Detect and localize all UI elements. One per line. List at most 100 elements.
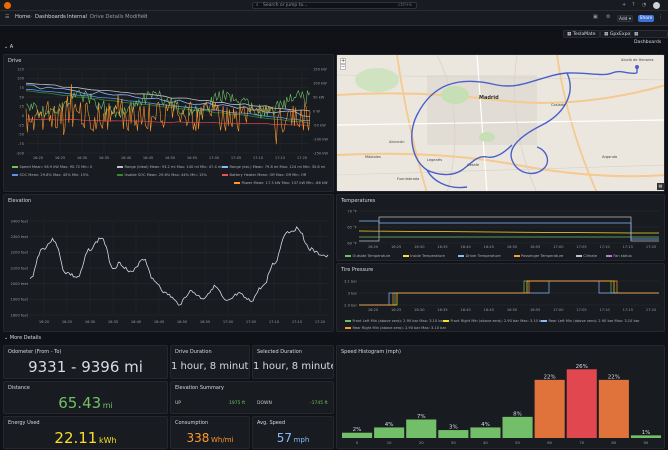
drive-x-tick: 17:10 bbox=[253, 156, 264, 160]
share-button[interactable]: Share bbox=[638, 15, 654, 22]
row-title-more: More Details bbox=[9, 335, 42, 341]
series-front-left bbox=[359, 280, 659, 306]
temperatures-x-tick: 16:50 bbox=[507, 245, 518, 249]
temperatures-legend-item[interactable]: Outside Temperature bbox=[345, 254, 390, 258]
series-driver-temp bbox=[359, 220, 659, 240]
elevation-x-ticks: 16:20 16:25 16:30 16:35 16:40 16:45 16:50 16:55… bbox=[39, 320, 326, 324]
add-button[interactable]: Add ▾ bbox=[617, 15, 633, 22]
row-header-more[interactable]: ⌄ More Details bbox=[4, 335, 42, 341]
drive-y-right-tick: 0 W bbox=[313, 109, 320, 113]
drive-chart[interactable]: 125 100 75 50 25 0 -25 -50 -75 -100 150 kW 100 kW 5… bbox=[4, 55, 334, 192]
elevation-x-tick: 17:15 bbox=[292, 320, 302, 324]
temperatures-x-tick: 16:30 bbox=[414, 245, 425, 249]
temperatures-legend-item[interactable]: Inside Temperature bbox=[402, 254, 445, 258]
legend-label: Front Right Min (above zero): 2.90 bar M… bbox=[450, 319, 546, 323]
tire-pressure-legend-item[interactable]: Front Right Min (above zero): 2.90 bar M… bbox=[443, 319, 545, 323]
elevation-y-tick: 2000 feet bbox=[11, 282, 29, 286]
series-power bbox=[25, 83, 311, 145]
speed-histogram-chart[interactable]: 2% 0 4% 10 7% 20 3% 30 4% 40 8% 50 22% 60 26% 70 22% 80 1%… bbox=[337, 346, 665, 449]
histogram-bar-label: 26% bbox=[576, 364, 588, 370]
more-icon[interactable]: ⋮ bbox=[658, 14, 663, 20]
breadcrumb-home[interactable]: Home bbox=[15, 14, 31, 20]
histogram-bar-label: 1% bbox=[642, 430, 651, 436]
temperatures-legend-item[interactable]: Passenger Temperature bbox=[513, 254, 563, 258]
histogram-bar[interactable] bbox=[438, 430, 469, 438]
save-icon[interactable]: ▣ bbox=[593, 14, 598, 20]
tire-pressure-legend-item[interactable]: Rear Left Min (above zero): 2.90 bar Max… bbox=[541, 319, 639, 323]
tire-pressure-legend-item[interactable]: Front Left Min (above zero): 2.90 bar Ma… bbox=[345, 319, 444, 323]
odometer-value: 9331 - 9396 mi bbox=[28, 358, 143, 376]
tire-pressure-legend-item[interactable]: Rear Right Min (above zero): 2.90 bar Ma… bbox=[345, 326, 446, 330]
drive-y-right-ticks: 150 kW 100 kW 50 kW 0 W -50 kW -100 kW -150 kW bbox=[313, 67, 328, 155]
legend-label: Inside Temperature bbox=[410, 254, 445, 258]
histogram-bar[interactable] bbox=[534, 379, 565, 438]
elevation-y-tick: 2100 feet bbox=[11, 266, 29, 270]
tire-pressure-chart[interactable]: 3.1 bar 3 bar 2.9 bar 16:20 16:25 16:30 16:35… bbox=[337, 264, 665, 332]
drive-legend-item[interactable]: SOC Mean: 29.8% Max: 45% Min: 15% bbox=[12, 173, 89, 177]
elevation-x-tick: 16:55 bbox=[200, 320, 210, 324]
histogram-bar[interactable] bbox=[470, 427, 501, 438]
drive-panel: Drive 125 100 75 50 25 0 -25 -50 -75 -100 150 kW 1… bbox=[3, 54, 334, 192]
temperatures-legend-item[interactable]: Fan status bbox=[605, 254, 632, 258]
row-header-top[interactable]: ⌄ A bbox=[4, 44, 14, 50]
histogram-bar[interactable] bbox=[342, 432, 373, 438]
user-avatar[interactable] bbox=[653, 2, 660, 9]
link-dashboards-label: Dashboards bbox=[634, 40, 662, 45]
histogram-bar-label: 8% bbox=[513, 411, 522, 417]
histogram-bar[interactable] bbox=[566, 369, 597, 438]
histogram-bar-label: 4% bbox=[385, 422, 394, 428]
breadcrumb-dashboards[interactable]: Dashboards bbox=[35, 14, 66, 20]
drive-legend-item[interactable]: Usable SOC Mean: 29.6% Max: 44% Min: 15% bbox=[117, 173, 207, 177]
plus-icon[interactable]: + bbox=[622, 2, 627, 8]
drive-y-right-tick: 150 kW bbox=[313, 67, 327, 71]
temperatures-x-tick: 16:55 bbox=[530, 245, 540, 249]
tire-pressure-x-tick: 16:30 bbox=[414, 308, 425, 312]
drive-x-tick: 16:45 bbox=[143, 156, 153, 160]
histogram-bar[interactable] bbox=[598, 379, 629, 438]
temperatures-legend-item[interactable]: Climate bbox=[575, 254, 597, 258]
elevation-panel: Elevation 2400 feet 2300 feet 2200 feet 210… bbox=[3, 194, 334, 332]
temperatures-chart[interactable]: 70 °F 65 °F 60 °F 16:20 16:25 16:30 16:35 16:4… bbox=[337, 195, 665, 261]
link-teslamate[interactable]: ▦ TeslaMate bbox=[563, 30, 600, 38]
settings-icon[interactable]: ⚙ bbox=[606, 14, 611, 20]
legend-label: Fan status bbox=[613, 254, 632, 258]
tire-pressure-x-tick: 16:20 bbox=[368, 308, 379, 312]
temperatures-x-tick: 17:05 bbox=[576, 245, 586, 249]
help-icon[interactable]: ? bbox=[632, 2, 635, 8]
tire-pressure-x-tick: 17:10 bbox=[599, 308, 610, 312]
histogram-bar[interactable] bbox=[502, 416, 533, 438]
drive-legend-item[interactable]: Range (est.) Mean: 79.8 mi Max: 124 mi M… bbox=[222, 165, 325, 169]
elevation-up-value: 1975 ft bbox=[229, 401, 246, 406]
zoom-out-button[interactable]: − bbox=[340, 64, 346, 70]
star-icon[interactable]: ☆ bbox=[142, 13, 147, 19]
map-layers-icon[interactable]: ▤ bbox=[657, 183, 664, 190]
histogram-category-label: 50 bbox=[515, 440, 520, 445]
rss-icon[interactable]: ◔ bbox=[642, 2, 647, 8]
histogram-bar[interactable] bbox=[630, 435, 661, 438]
drive-legend-item[interactable]: Battery Heater Mean: Off Max: Off Min: O… bbox=[222, 173, 306, 177]
drive-y-right-tick: -50 kW bbox=[313, 123, 326, 127]
histogram-bar[interactable] bbox=[374, 427, 405, 438]
elevation-x-tick: 16:50 bbox=[177, 320, 188, 324]
breadcrumb-internal[interactable]: Internal bbox=[67, 14, 87, 20]
row-title: A bbox=[9, 44, 14, 50]
zoom-in-button[interactable]: + bbox=[340, 58, 346, 64]
drive-legend-item[interactable]: Speed Mean: 56.9 kW Max: 90.72 Min: 0 bbox=[12, 165, 92, 169]
map-canvas[interactable] bbox=[337, 55, 665, 192]
menu-icon[interactable]: ☰ bbox=[5, 14, 10, 20]
temperatures-title: Temperatures bbox=[341, 198, 376, 204]
search-input[interactable]: ⌕ Search or jump to... ctrl+k bbox=[252, 2, 417, 9]
histogram-category-label: 90 bbox=[644, 440, 649, 445]
temperatures-x-tick: 16:35 bbox=[437, 245, 447, 249]
map-label-place: Alcalá de Henares bbox=[621, 58, 654, 62]
temperatures-legend-item[interactable]: Driver Temperature bbox=[458, 254, 501, 258]
drive-legend-item[interactable]: Range (ideal) Mean: 93.2 mi Max: 140 mi … bbox=[117, 165, 222, 169]
map-panel[interactable]: + − ▤ Madrid Alcalá de Henares Getafe Le… bbox=[336, 54, 665, 192]
grafana-logo-icon[interactable] bbox=[4, 2, 11, 9]
elevation-chart[interactable]: 2400 feet 2300 feet 2200 feet 2100 feet 2000… bbox=[4, 195, 334, 332]
link-dashboards[interactable]: ▦ Dashboards bbox=[630, 30, 668, 45]
drive-legend-item[interactable]: Power Mean: 17.3 kW Max: 137 kW Min: -66… bbox=[234, 181, 328, 185]
map-label-place: Getafe bbox=[467, 163, 480, 167]
drive-y-left-tick: -25 bbox=[18, 123, 24, 127]
histogram-bar[interactable] bbox=[406, 419, 437, 439]
